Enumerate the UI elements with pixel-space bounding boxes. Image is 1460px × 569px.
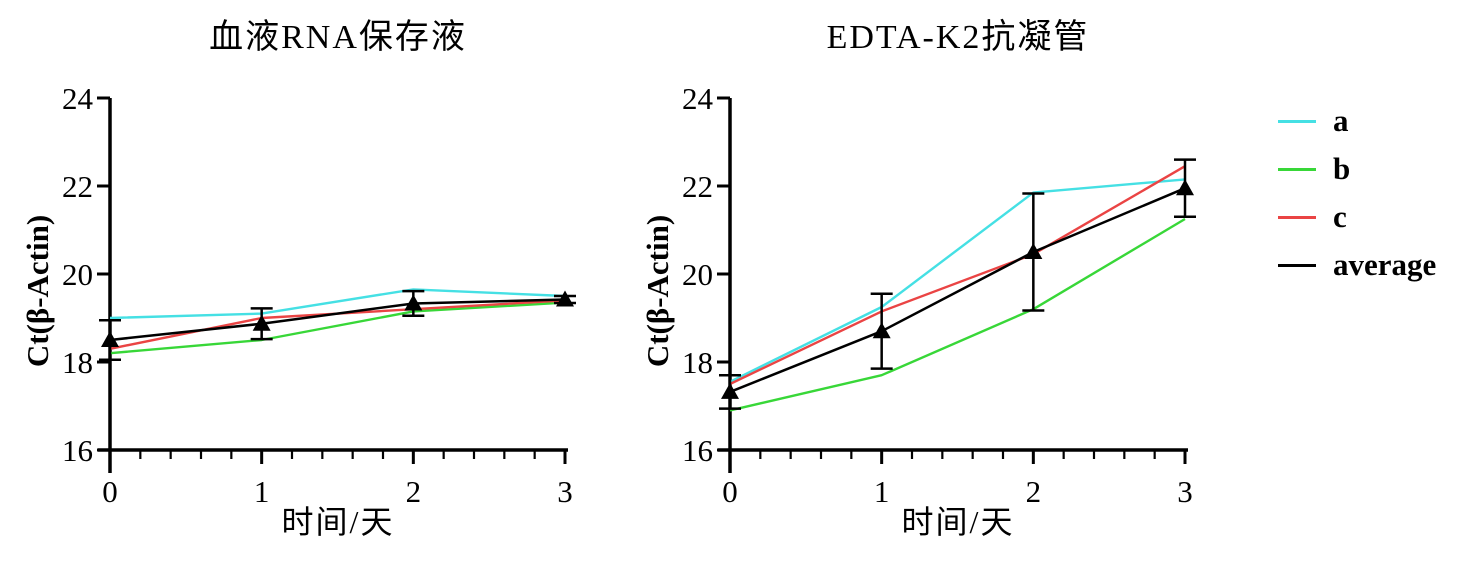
plot-area-right: 16 18 20 22 24 0 1 2 3 bbox=[682, 88, 1196, 509]
series-line-average bbox=[729, 187, 1186, 394]
c-color-swatch bbox=[1278, 215, 1316, 219]
legend-item-a: a bbox=[1278, 97, 1460, 145]
series-line-c bbox=[729, 165, 1186, 386]
y-tick-label: 22 bbox=[682, 169, 713, 204]
marker-triangle bbox=[872, 322, 891, 339]
chart-title-right: EDTA-K2抗凝管 bbox=[826, 19, 1090, 56]
y-tick-label: 18 bbox=[682, 345, 713, 380]
marker-triangle bbox=[1176, 179, 1194, 196]
legend-item-average: average bbox=[1278, 241, 1460, 289]
x-tick-label: 1 bbox=[254, 474, 270, 509]
legend: a b c average bbox=[1278, 97, 1460, 289]
y-tick-label: 18 bbox=[62, 345, 93, 380]
a-color-swatch bbox=[1278, 119, 1316, 123]
legend-label: c bbox=[1333, 199, 1347, 234]
y-tick-label: 22 bbox=[62, 169, 93, 204]
x-axis-label-left: 时间/天 bbox=[281, 504, 395, 540]
average-color-swatch bbox=[1278, 263, 1316, 267]
marker-triangle bbox=[1024, 243, 1043, 259]
y-tick-label: 16 bbox=[62, 433, 93, 468]
series-line-average bbox=[109, 298, 566, 342]
series-line-a bbox=[109, 288, 566, 320]
plot-area-left: 16 18 20 22 24 0 1 2 3 bbox=[62, 88, 576, 509]
x-tick-label: 2 bbox=[406, 474, 422, 509]
marker-triangle bbox=[721, 382, 739, 399]
legend-item-c: c bbox=[1278, 193, 1460, 241]
y-tick-label: 16 bbox=[682, 433, 713, 468]
x-tick-label: 2 bbox=[1026, 474, 1042, 509]
series-line-b bbox=[109, 301, 566, 355]
x-tick-label: 3 bbox=[557, 474, 573, 509]
marker-triangle bbox=[101, 331, 119, 347]
y-tick-label: 20 bbox=[682, 257, 713, 292]
y-tick-label: 24 bbox=[62, 88, 94, 116]
legend-label: b bbox=[1333, 151, 1351, 186]
b-color-swatch bbox=[1278, 167, 1316, 171]
legend-label: average bbox=[1333, 247, 1437, 282]
legend-item-b: b bbox=[1278, 145, 1460, 193]
marker-triangle bbox=[404, 294, 423, 311]
y-tick-label: 20 bbox=[62, 257, 93, 292]
chart-title-left: 血液RNA保存液 bbox=[209, 19, 467, 56]
x-tick-label: 3 bbox=[1177, 474, 1193, 509]
marker-triangle bbox=[556, 290, 574, 307]
series-line-a bbox=[729, 178, 1186, 383]
x-tick-label: 0 bbox=[102, 474, 118, 509]
legend-label: a bbox=[1333, 103, 1349, 138]
x-tick-label: 0 bbox=[722, 474, 738, 509]
series-line-b bbox=[729, 217, 1186, 412]
y-tick-label: 24 bbox=[682, 88, 714, 116]
marker-triangle bbox=[252, 314, 271, 331]
x-axis-label-right: 时间/天 bbox=[901, 504, 1015, 540]
x-tick-label: 1 bbox=[874, 474, 890, 509]
